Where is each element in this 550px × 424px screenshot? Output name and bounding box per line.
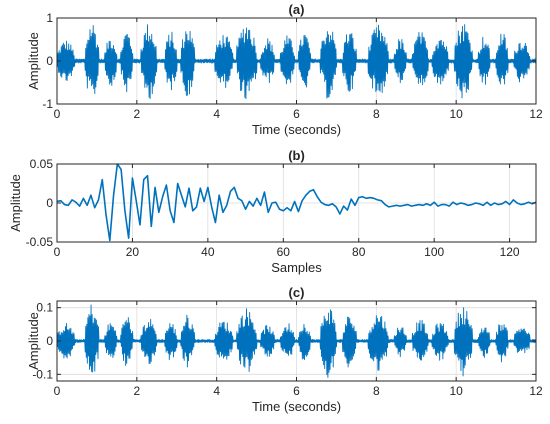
series-line [56,163,537,242]
x-tick-label: 8 [373,107,380,121]
x-tick-label: 2 [133,384,140,398]
x-tick-label: 4 [213,107,220,121]
y-tick-label: 1 [46,11,53,25]
x-tick-label: 80 [352,245,366,259]
x-tick-label: 4 [213,384,220,398]
x-tick-label: 10 [449,107,463,121]
x-tick-label: 0 [54,384,61,398]
y-tick-label: -1 [42,97,53,111]
chart-title: (a) [289,2,305,17]
chart-title: (b) [288,148,305,163]
x-tick-label: 2 [133,107,140,121]
x-tick-label: 100 [424,245,444,259]
x-tick-label: 120 [500,245,520,259]
y-tick-label: 0.1 [36,301,53,315]
chart-panel-3: 0 2 4 6 8 10 12-0.100.1(c)Time (seconds)Amplit… [26,285,543,414]
x-axis-label: Time (seconds) [252,122,341,137]
x-tick-label: 60 [277,245,291,259]
x-axis-label: Samples [271,260,322,275]
y-axis-label: Amplitude [8,174,23,232]
chart-panel-2: 0 20 40 60 80 100 120-0.0500.05(b)SamplesAmpli… [8,148,537,275]
x-tick-label: 8 [373,384,380,398]
x-tick-label: 6 [293,107,300,121]
series-line [56,304,537,378]
y-tick-label: -0.05 [26,235,54,249]
x-axis-label: Time (seconds) [252,399,341,414]
y-tick-label: 0.05 [30,157,54,171]
y-tick-label: 0 [46,196,53,210]
y-tick-label: -0.1 [32,367,53,381]
chart-title: (c) [289,285,305,300]
x-tick-label: 0 [54,107,61,121]
x-tick-label: 0 [54,245,61,259]
x-tick-label: 40 [201,245,215,259]
y-tick-label: 0 [46,54,53,68]
x-tick-label: 6 [293,384,300,398]
y-axis-label: Amplitude [26,312,41,370]
x-tick-label: 10 [449,384,463,398]
x-tick-label: 20 [126,245,140,259]
y-axis-label: Amplitude [26,32,41,90]
x-tick-label: 12 [529,384,543,398]
y-tick-label: 0 [46,334,53,348]
chart-panel-1: 0 2 4 6 8 10 12-101(a)Time (seconds)Amplitude [26,2,543,137]
x-tick-label: 12 [529,107,543,121]
series-line [56,24,537,100]
